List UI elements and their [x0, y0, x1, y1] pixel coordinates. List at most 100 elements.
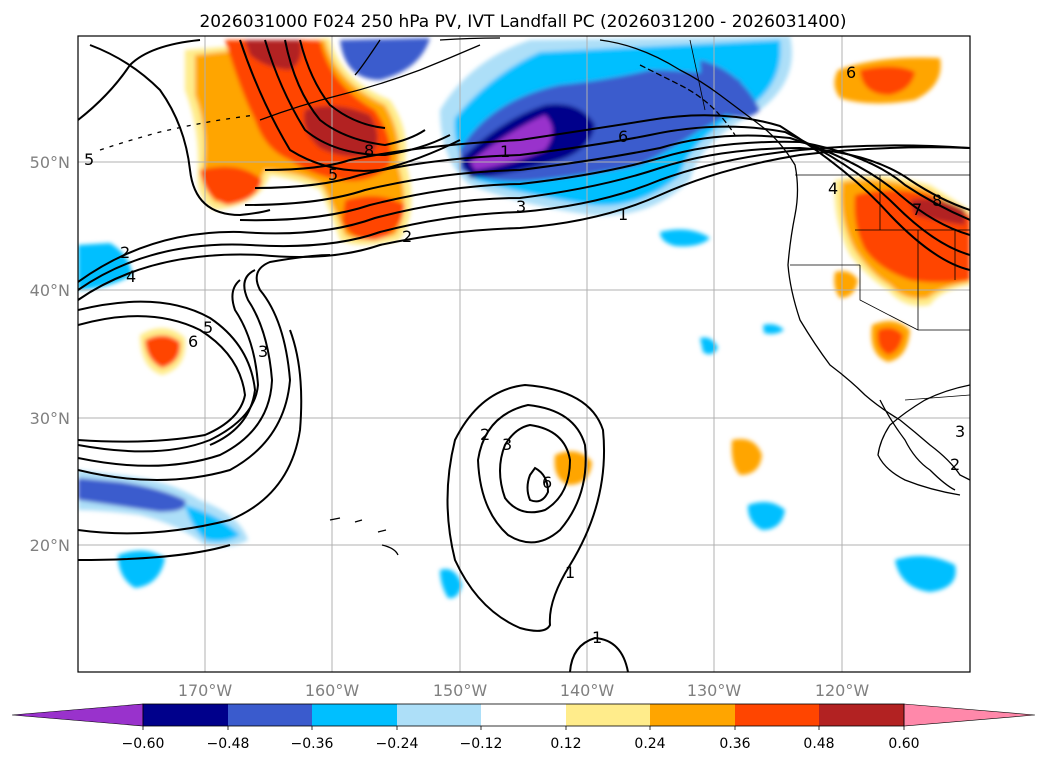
colorbar-tick-label: −0.60	[122, 736, 165, 752]
contour-label: 3	[258, 342, 268, 361]
lon-label: 140°W	[560, 681, 615, 700]
shade-neg-east-trop	[895, 556, 956, 592]
latitude-labels: 50°N 40°N 30°N 20°N	[30, 153, 70, 555]
figure-title: 2026031000 F024 250 hPa PV, IVT Landfall…	[199, 12, 846, 32]
shade-pos-subtrop	[554, 451, 592, 485]
contour-label: 7	[912, 200, 922, 219]
contour-label: 8	[364, 141, 374, 160]
coast-bc-islands	[639, 64, 736, 136]
colorbar-extend-min	[11, 703, 144, 727]
lat-label: 20°N	[30, 536, 70, 555]
pv-contour-trough-3	[78, 279, 260, 453]
colorbar-bin	[819, 704, 904, 726]
contour-label: 4	[126, 267, 136, 286]
contour-label: 6	[618, 127, 628, 146]
colorbar-ticks	[142, 726, 905, 730]
contour-label: 5	[328, 165, 338, 184]
lon-label: 160°W	[305, 681, 360, 700]
shade-neg-small2	[763, 324, 784, 334]
shade-neg-hawaii-w	[118, 550, 165, 588]
border-us-states	[790, 175, 970, 331]
contour-label: 5	[203, 318, 213, 337]
lon-label: 170°W	[178, 681, 233, 700]
border-us-mexico	[904, 394, 970, 401]
pv-contour-aleut-2	[264, 39, 451, 157]
pv-contour-cutoff-2	[476, 403, 587, 544]
contour-label: 3	[502, 435, 512, 454]
pv-contour-jet-7	[264, 114, 970, 271]
coast-northwest	[354, 37, 501, 76]
pv-contours	[78, 39, 970, 672]
shade-neg-alaska	[340, 38, 430, 80]
contour-label: 4	[828, 179, 838, 198]
pv-contour-trough-5	[78, 300, 257, 446]
contour-label: 2	[950, 455, 960, 474]
shade-pos-oregon	[834, 271, 858, 298]
contour-label: 3	[955, 422, 965, 441]
colorbar: −0.60 −0.48 −0.36 −0.24 −0.12 0.12 0.24 …	[11, 703, 1036, 752]
colorbar-bin	[735, 704, 819, 726]
shade-pos-aleut-dark	[304, 106, 378, 157]
shade-pos-center-red	[145, 335, 181, 368]
pv-contour-aleut-3	[284, 39, 426, 147]
colorbar-bin	[650, 704, 735, 726]
colorbar-bin	[312, 704, 397, 726]
pv-contour-jet-5	[244, 134, 970, 236]
pv-contour-south-1	[78, 544, 231, 561]
pv-contour-trough-2	[78, 269, 274, 467]
pv-contour-cutoff-3	[499, 423, 572, 514]
coast-baja	[879, 399, 956, 491]
shade-neg-west-trop-mid	[78, 478, 186, 512]
contour-label: 1	[592, 628, 602, 647]
pv-contour-jet-1	[78, 146, 970, 301]
pv-contour-trough-1	[78, 254, 331, 481]
pv-contour-aleut-5	[89, 44, 271, 217]
shade-pos-ca-dark	[910, 198, 965, 225]
colorbar-tick-label: 0.24	[634, 736, 665, 752]
colorbar-tick-label: −0.12	[460, 736, 503, 752]
pv-contour-jet-6	[254, 125, 970, 256]
coast-west-north-america	[599, 39, 970, 481]
colorbar-tick-label: 0.48	[803, 736, 834, 752]
colorbar-bin	[397, 704, 481, 726]
colorbar-bin	[143, 704, 228, 726]
pv-contour-bering	[78, 39, 201, 121]
lat-label: 50°N	[30, 153, 70, 172]
colorbar-tick-label: 0.60	[888, 736, 919, 752]
longitude-labels: 170°W 160°W 150°W 140°W 130°W 120°W	[178, 681, 870, 700]
colorbar-tick-label: 0.36	[719, 736, 750, 752]
shade-neg-bc	[700, 60, 760, 118]
shade-neg-hawaii-s	[440, 569, 462, 599]
lon-label: 130°W	[687, 681, 742, 700]
pv-contour-trough-4	[78, 315, 247, 443]
pv-contour-aleut-1	[239, 39, 461, 172]
map-panel: 1 2 3 4 5 6 7 8 1 2 3 5 6 8 2 3 5 6 2 3	[77, 35, 971, 673]
contour-label: 6	[542, 473, 552, 492]
shade-neg-east-trop2	[747, 501, 785, 530]
colorbar-tick-label: −0.36	[291, 736, 334, 752]
contour-label: 8	[932, 191, 942, 210]
contour-label: 3	[516, 197, 526, 216]
contour-label: 6	[188, 332, 198, 351]
border-alaska-canada	[689, 39, 706, 111]
contour-label: 2	[402, 227, 412, 246]
contour-label: 1	[618, 205, 628, 224]
colorbar-tick-label: −0.24	[376, 736, 419, 752]
shade-pos-nw-red	[860, 66, 915, 95]
contour-label: 5	[84, 150, 94, 169]
shade-pos-west	[200, 166, 262, 205]
pv-contour-trop-1	[78, 329, 303, 535]
coast-hawaii	[329, 517, 399, 556]
shade-neg-mid-spot	[660, 229, 710, 247]
contour-label: 6	[846, 63, 856, 82]
pv-contour-jet-4	[239, 140, 970, 222]
pv-contour-cutoff-4	[526, 466, 550, 503]
contour-label: 1	[500, 142, 510, 161]
pv-contour-south-2	[569, 636, 629, 672]
colorbar-extend-max	[903, 703, 1036, 727]
pv-contour-aleut-4	[299, 39, 386, 129]
shade-pos-nevada-red	[877, 327, 903, 355]
pv-contour-cutoff-1	[446, 383, 606, 632]
colorbar-tick-label: 0.12	[550, 736, 581, 752]
lat-label: 40°N	[30, 281, 70, 300]
